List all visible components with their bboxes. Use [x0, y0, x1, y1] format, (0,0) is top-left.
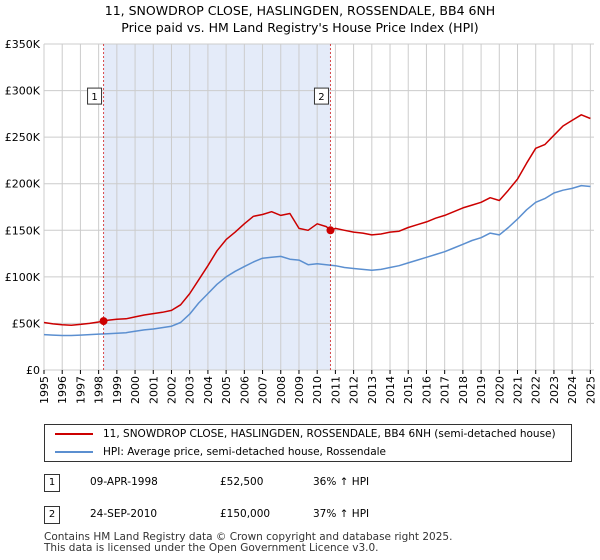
- footer-attribution: Contains HM Land Registry data © Crown c…: [44, 532, 452, 554]
- y-tick-label: £100K: [5, 271, 41, 284]
- transaction-hpi-change: 37% ↑ HPI: [313, 508, 370, 520]
- footer-line-1: Contains HM Land Registry data © Crown c…: [44, 531, 453, 543]
- x-tick-label: 1997: [74, 376, 87, 404]
- x-tick-label: 2001: [147, 376, 160, 404]
- chart-title-line1: 11, SNOWDROP CLOSE, HASLINGDEN, ROSSENDA…: [104, 3, 496, 18]
- transaction-row: 1 09-APR-1998 £52,500 36% ↑ HPI: [0, 474, 600, 494]
- legend-swatch-hpi: [55, 451, 93, 453]
- series-line-hpi: [43, 184, 591, 337]
- ownership-period-shade: [103, 44, 331, 370]
- x-tick-label: 2017: [439, 376, 452, 404]
- x-tick-label: 2011: [329, 376, 342, 404]
- transaction-price: £52,500: [220, 476, 264, 488]
- transaction-row: 2 24-SEP-2010 £150,000 37% ↑ HPI: [0, 506, 600, 526]
- legend-swatch-property: [55, 433, 93, 435]
- legend-label-property: 11, SNOWDROP CLOSE, HASLINGDEN, ROSSENDA…: [103, 428, 556, 440]
- x-tick-label: 2020: [493, 376, 506, 404]
- x-tick-label: 2005: [220, 376, 233, 404]
- x-tick-label: 2007: [257, 376, 270, 404]
- transaction-price: £150,000: [220, 508, 271, 520]
- x-tick-label: 1999: [111, 376, 124, 404]
- x-tick-label: 2016: [420, 376, 433, 404]
- x-tick-label: 2012: [348, 376, 361, 404]
- transaction-date: 24-SEP-2010: [90, 508, 158, 520]
- transaction-number: 1: [44, 474, 60, 492]
- chart-legend: 11, SNOWDROP CLOSE, HASLINGDEN, ROSSENDA…: [44, 424, 572, 462]
- x-tick-label: 2013: [366, 376, 379, 404]
- legend-label-hpi: HPI: Average price, semi-detached house,…: [103, 446, 387, 458]
- x-tick-label: 2023: [548, 376, 561, 404]
- x-tick-label: 1998: [93, 376, 106, 404]
- legend-item-hpi: HPI: Average price, semi-detached house,…: [45, 443, 386, 461]
- x-tick-label: 2010: [311, 376, 324, 404]
- sale-marker-badge: [313, 87, 329, 105]
- x-tick-label: 1996: [56, 376, 69, 404]
- series-line-property: [43, 114, 591, 327]
- y-tick-label: £200K: [5, 178, 41, 191]
- x-tick-label: 2021: [512, 376, 525, 404]
- x-tick-label: 2018: [457, 376, 470, 404]
- price-chart: £0 £50K £100K £150K £200K £250K £300K £350K 1995…: [5, 38, 598, 404]
- legend-item-property: 11, SNOWDROP CLOSE, HASLINGDEN, ROSSENDA…: [45, 425, 556, 443]
- transaction-date: 09-APR-1998: [90, 476, 158, 488]
- x-tick-label: 2022: [530, 376, 543, 404]
- x-tick-label: 2000: [129, 376, 142, 404]
- sale-point: [99, 317, 108, 326]
- transaction-number: 2: [44, 506, 60, 524]
- x-tick-label: 2006: [238, 376, 251, 404]
- y-tick-label: £350K: [5, 38, 41, 51]
- x-tick-label: 2002: [165, 376, 178, 404]
- sale-marker-label: 1: [91, 92, 97, 103]
- y-tick-label: £50K: [12, 317, 41, 330]
- x-tick-label: 2004: [202, 376, 215, 404]
- x-tick-label: 2009: [293, 376, 306, 404]
- x-tick-label: 2024: [566, 376, 579, 404]
- transaction-hpi-change: 36% ↑ HPI: [313, 476, 370, 488]
- x-tick-label: 2015: [402, 376, 415, 404]
- x-tick-label: 2025: [584, 376, 597, 404]
- x-tick-label: 2003: [184, 376, 197, 404]
- x-tick-label: 1995: [38, 376, 51, 404]
- y-tick-label: £0: [26, 364, 40, 377]
- x-tick-label: 2019: [475, 376, 488, 404]
- sale-marker-label: 2: [318, 92, 324, 103]
- x-tick-label: 2008: [275, 376, 288, 404]
- y-tick-label: £150K: [5, 224, 41, 237]
- footer-line-2: This data is licensed under the Open Gov…: [44, 542, 379, 554]
- x-tick-label: 2014: [384, 376, 397, 404]
- chart-title-line2: Price paid vs. HM Land Registry's House …: [121, 20, 479, 35]
- sale-marker-badge: [87, 87, 103, 105]
- sale-point: [326, 226, 335, 235]
- y-tick-label: £250K: [5, 131, 41, 144]
- y-tick-label: £300K: [5, 85, 41, 98]
